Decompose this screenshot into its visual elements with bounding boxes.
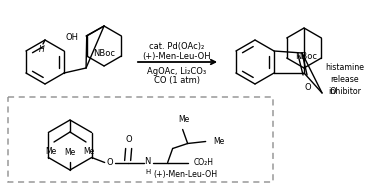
Text: cat. Pd(OAc)₂: cat. Pd(OAc)₂	[150, 43, 205, 51]
Text: Me: Me	[83, 147, 95, 156]
Text: release: release	[331, 75, 359, 84]
Text: Me: Me	[214, 137, 225, 146]
Text: H: H	[39, 45, 45, 54]
Bar	[8, 97, 273, 182]
Text: O: O	[125, 135, 132, 143]
Text: AgOAc, Li₂CO₃: AgOAc, Li₂CO₃	[147, 67, 207, 77]
Text: (+)-Men-Leu-OH: (+)-Men-Leu-OH	[143, 51, 211, 60]
Text: Me: Me	[45, 147, 57, 156]
Text: CO₂H: CO₂H	[194, 158, 214, 167]
Text: NBoc: NBoc	[93, 49, 115, 58]
Text: Me: Me	[65, 148, 76, 157]
Text: O: O	[106, 158, 113, 167]
Text: NBoc: NBoc	[295, 52, 317, 61]
Text: N: N	[144, 157, 151, 166]
Text: H: H	[145, 170, 150, 176]
Text: O: O	[329, 87, 336, 95]
Text: (+)-Men-Leu-OH: (+)-Men-Leu-OH	[153, 170, 217, 180]
Text: O: O	[305, 83, 311, 92]
Text: OH: OH	[65, 33, 78, 43]
Text: CO (1 atm): CO (1 atm)	[154, 77, 200, 85]
Text: inhibitor: inhibitor	[329, 88, 361, 97]
Text: histamine: histamine	[325, 64, 364, 73]
Text: Me: Me	[178, 115, 189, 125]
